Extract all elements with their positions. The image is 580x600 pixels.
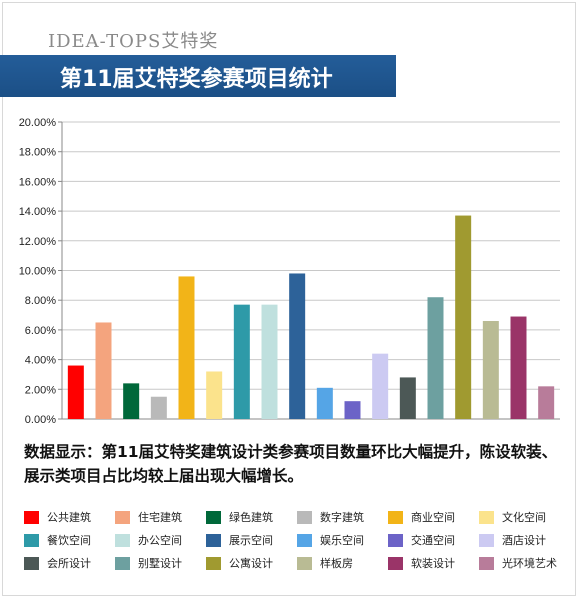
bar-5 — [178, 276, 195, 419]
legend-item: 别墅设计 — [115, 554, 206, 572]
bar-6 — [206, 371, 223, 419]
bar-17 — [510, 316, 527, 419]
legend-item: 文化空间 — [479, 508, 570, 526]
legend-item: 样板房 — [297, 554, 388, 572]
legend-item: 软装设计 — [388, 554, 479, 572]
legend-swatch — [388, 510, 403, 524]
bar-7 — [233, 304, 250, 419]
legend-item: 公寓设计 — [206, 554, 297, 572]
y-tick-label: 18.00% — [19, 147, 57, 159]
bar-12 — [372, 353, 389, 419]
title-banner: 第11届艾特奖参赛项目统计 — [0, 55, 396, 97]
legend-label: 样板房 — [320, 557, 353, 570]
legend-item: 绿色建筑 — [206, 508, 297, 526]
legend-swatch — [388, 533, 403, 547]
y-tick-label: 2.00% — [25, 384, 56, 396]
legend-swatch — [479, 556, 494, 570]
legend-item: 娱乐空间 — [297, 531, 388, 549]
legend-swatch — [206, 510, 221, 524]
legend-label: 办公空间 — [138, 534, 182, 547]
bar-13 — [399, 377, 416, 419]
bar-chart: 0.00% 2.00% 4.00% 6.00% 8.00% 10.00% 12.00% 14.… — [19, 117, 560, 426]
legend-swatch — [479, 510, 494, 524]
bar-14 — [427, 297, 444, 419]
y-tick-label: 14.00% — [19, 206, 57, 218]
bar-16 — [482, 320, 499, 419]
bar-8 — [261, 304, 278, 419]
legend-item: 商业空间 — [388, 508, 479, 526]
legend-swatch — [388, 556, 403, 570]
legend-label: 餐饮空间 — [47, 534, 91, 547]
legend-swatch — [24, 556, 39, 570]
legend-swatch — [297, 533, 312, 547]
legend-item: 公共建筑 — [24, 508, 115, 526]
legend-swatch — [479, 533, 494, 547]
y-tick-label: 4.00% — [25, 355, 56, 367]
legend-swatch — [24, 533, 39, 547]
legend-swatch — [206, 556, 221, 570]
legend-label: 公寓设计 — [229, 557, 273, 570]
legend-swatch — [115, 510, 130, 524]
legend-label: 文化空间 — [502, 511, 546, 524]
bar-3 — [123, 383, 140, 419]
legend-label: 光环境艺术 — [502, 557, 557, 570]
legend-label: 住宅建筑 — [138, 511, 182, 524]
legend-item: 交通空间 — [388, 531, 479, 549]
legend-item: 数字建筑 — [297, 508, 388, 526]
legend-swatch — [24, 510, 39, 524]
legend-label: 别墅设计 — [138, 557, 182, 570]
y-tick-label: 10.00% — [19, 266, 57, 278]
y-tick-label: 16.00% — [19, 176, 57, 188]
y-tick-label: 8.00% — [25, 295, 56, 307]
legend-label: 绿色建筑 — [229, 511, 273, 524]
legend-swatch — [115, 533, 130, 547]
bar-4 — [150, 396, 167, 419]
chart-legend: 公共建筑 住宅建筑 绿色建筑 数字建筑 商业空间 文化空间餐饮空间 办公空间 展示空间 娱乐空间… — [24, 508, 570, 572]
legend-label: 娱乐空间 — [320, 534, 364, 547]
legend-label: 酒店设计 — [502, 534, 546, 547]
legend-item: 会所设计 — [24, 554, 115, 572]
legend-label: 软装设计 — [411, 557, 455, 570]
page-title: 第11届艾特奖参赛项目统计 — [60, 67, 333, 92]
legend-item: 餐饮空间 — [24, 531, 115, 549]
bar-2 — [95, 322, 112, 419]
legend-item: 酒店设计 — [479, 531, 570, 549]
legend-label: 数字建筑 — [320, 511, 364, 524]
brand-logo-text: IDEA-TOPS艾特奖 — [48, 31, 219, 52]
legend-label: 公共建筑 — [47, 511, 91, 524]
legend-label: 展示空间 — [229, 534, 273, 547]
bar-15 — [455, 215, 472, 419]
legend-label: 会所设计 — [47, 557, 91, 570]
bar-9 — [289, 273, 306, 419]
bar-10 — [316, 387, 333, 419]
legend-label: 交通空间 — [411, 534, 455, 547]
bar-11 — [344, 401, 361, 419]
legend-item: 办公空间 — [115, 531, 206, 549]
bar-18 — [538, 386, 555, 419]
legend-item: 展示空间 — [206, 531, 297, 549]
y-tick-label: 12.00% — [19, 236, 57, 248]
legend-label: 商业空间 — [411, 511, 455, 524]
legend-swatch — [297, 510, 312, 524]
y-tick-label: 20.00% — [19, 117, 57, 129]
legend-swatch — [115, 556, 130, 570]
legend-swatch — [297, 556, 312, 570]
legend-item: 住宅建筑 — [115, 508, 206, 526]
legend-swatch — [206, 533, 221, 547]
bar-1 — [67, 365, 84, 419]
data-note: 数据显示：第11届艾特奖建筑设计类参赛项目数量环比大幅提升，陈设软装、展示类项目… — [24, 443, 558, 485]
legend-item: 光环境艺术 — [479, 554, 570, 572]
infographic-frame — [2, 2, 576, 596]
y-tick-label: 0.00% — [25, 414, 56, 426]
y-tick-label: 6.00% — [25, 325, 56, 337]
